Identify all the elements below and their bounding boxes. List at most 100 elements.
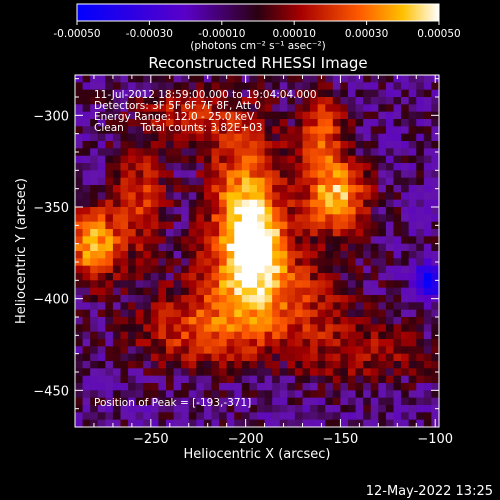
heatmap-cell xyxy=(287,89,296,98)
heatmap-cell xyxy=(393,375,402,384)
heatmap-cell xyxy=(120,148,129,157)
heatmap-cell xyxy=(166,97,175,105)
heatmap-cell xyxy=(317,383,326,391)
heatmap-cell xyxy=(363,302,372,311)
heatmap-cell xyxy=(332,104,342,113)
heatmap-cell xyxy=(211,141,220,149)
heatmap-cell xyxy=(401,199,410,208)
heatmap-cell xyxy=(90,229,99,237)
heatmap-cell xyxy=(82,302,91,311)
heatmap-cell xyxy=(416,111,425,120)
heatmap-cell xyxy=(378,207,387,215)
heatmap-cell xyxy=(272,243,281,252)
heatmap-cell xyxy=(317,331,326,340)
heatmap-cell xyxy=(408,397,417,406)
heatmap-cell xyxy=(158,177,167,186)
heatmap-cell xyxy=(416,412,425,421)
heatmap-cell xyxy=(203,324,213,333)
heatmap-cell xyxy=(211,104,220,113)
heatmap-cell xyxy=(82,104,91,113)
heatmap-cell xyxy=(226,331,235,340)
heatmap-cell xyxy=(97,192,106,201)
heatmap-cell xyxy=(264,243,273,252)
heatmap-cell xyxy=(325,82,334,91)
heatmap-cell xyxy=(393,331,402,340)
heatmap-cell xyxy=(234,361,243,369)
heatmap-cell xyxy=(287,126,296,135)
heatmap-cell xyxy=(408,324,417,333)
heatmap-cell xyxy=(257,368,266,377)
heatmap-cell xyxy=(385,375,395,384)
heatmap-cell xyxy=(196,104,205,113)
heatmap-cell xyxy=(173,155,182,164)
heatmap-cell xyxy=(264,214,273,223)
heatmap-cell xyxy=(135,258,144,267)
heatmap-cell xyxy=(416,405,425,413)
y-axis-ticks: −300−350−400−450 xyxy=(33,78,439,428)
heatmap-cell xyxy=(355,207,364,215)
heatmap-cell xyxy=(423,148,433,157)
heatmap-cell xyxy=(181,155,190,164)
heatmap-cell xyxy=(75,148,84,157)
heatmap-cell xyxy=(370,287,379,296)
heatmap-cell xyxy=(120,353,129,362)
heatmap-cell xyxy=(348,111,357,120)
heatmap-cell xyxy=(173,229,182,237)
heatmap-cell xyxy=(135,207,144,215)
heatmap-cell xyxy=(90,119,99,127)
heatmap-cell xyxy=(234,309,243,318)
heatmap-cell xyxy=(158,405,167,413)
heatmap-cell xyxy=(128,119,137,127)
heatmap-cell xyxy=(310,104,319,113)
heatmap-cell xyxy=(203,295,213,303)
heatmap-cell xyxy=(332,207,342,215)
peak-position-label: Position of Peak = [-193,-371] xyxy=(94,397,251,409)
heatmap-cell xyxy=(219,317,228,325)
heatmap-cell xyxy=(408,192,417,201)
heatmap-cell xyxy=(431,163,440,171)
heatmap-cell xyxy=(90,265,99,274)
heatmap-cell xyxy=(135,375,144,384)
heatmap-cell xyxy=(120,258,129,267)
heatmap-cell xyxy=(408,243,417,252)
heatmap-cell xyxy=(408,412,417,421)
heatmap-cell xyxy=(234,405,243,413)
heatmap-cell xyxy=(112,273,122,281)
heatmap-cell xyxy=(416,353,425,362)
heatmap-cell xyxy=(279,141,288,149)
heatmap-cell xyxy=(90,126,99,135)
heatmap-cell xyxy=(393,405,402,413)
heatmap-cell xyxy=(241,148,251,157)
heatmap-cell xyxy=(219,265,228,274)
heatmap-cell xyxy=(340,397,349,406)
heatmap-cell xyxy=(340,82,349,91)
heatmap-cell xyxy=(135,346,144,355)
heatmap-cell xyxy=(120,251,129,259)
heatmap-cell xyxy=(188,397,197,406)
heatmap-cell xyxy=(211,192,220,201)
heatmap-cell xyxy=(120,75,129,83)
heatmap-cell xyxy=(370,368,379,377)
heatmap-cell xyxy=(249,177,258,186)
heatmap-cell xyxy=(317,177,326,186)
heatmap-cell xyxy=(408,317,417,325)
heatmap-cell xyxy=(287,331,296,340)
heatmap-cell xyxy=(226,243,235,252)
heatmap-cell xyxy=(302,82,311,91)
heatmap-cell xyxy=(75,339,84,347)
heatmap-cell xyxy=(370,397,379,406)
heatmap-cell xyxy=(112,302,122,311)
heatmap-cell xyxy=(317,104,326,113)
heatmap-cell xyxy=(173,111,182,120)
heatmap-cell xyxy=(203,368,213,377)
heatmap-cell xyxy=(401,309,410,318)
heatmap-cell xyxy=(211,412,220,421)
heatmap-cell xyxy=(416,207,425,215)
heatmap-cell xyxy=(378,405,387,413)
heatmap-cell xyxy=(112,287,122,296)
heatmap-cell xyxy=(143,192,152,201)
heatmap-cell xyxy=(294,287,304,296)
heatmap-cell xyxy=(241,375,251,384)
heatmap-cell xyxy=(226,302,235,311)
heatmap-cell xyxy=(112,214,122,223)
